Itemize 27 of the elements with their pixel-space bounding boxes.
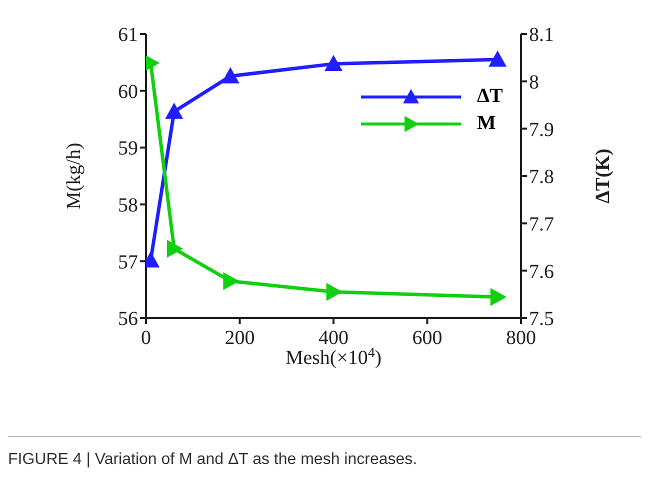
point (166, 240, 184, 258)
x-tick-label: 600 (412, 327, 442, 350)
x-tick-label: 0 (141, 327, 151, 350)
y2-tick-label: 7.7 (529, 213, 554, 236)
point (223, 272, 240, 290)
point (221, 67, 240, 84)
x-tick-label: 200 (224, 327, 255, 350)
point (490, 288, 507, 306)
y-tick-label: 56 (118, 308, 138, 330)
y-tick-label: 58 (118, 194, 138, 216)
point (324, 54, 342, 72)
y2-tick-label: 8 (529, 71, 539, 94)
legend-label: ΔT (477, 85, 503, 108)
y2-tick-label: 8.1 (529, 24, 554, 46)
y-tick-label: 59 (118, 138, 138, 160)
y2-tick-label: 7.9 (529, 118, 554, 141)
y2-tick-label: 7.8 (529, 166, 554, 188)
y2-axis-title: ΔT(K) (592, 148, 614, 204)
y-axis-title: M(kg/h) (63, 142, 85, 210)
legend-label: M (477, 112, 496, 135)
caption: FIGURE 4 | Variation of M and ΔT as the mesh increases. (8, 451, 418, 469)
y-tick-label: 61 (118, 24, 138, 46)
point (165, 102, 184, 119)
y-tick-label: 60 (118, 80, 138, 103)
point (488, 50, 507, 67)
y2-tick-label: 7.6 (529, 260, 554, 283)
y-tick-label: 57 (118, 251, 138, 274)
